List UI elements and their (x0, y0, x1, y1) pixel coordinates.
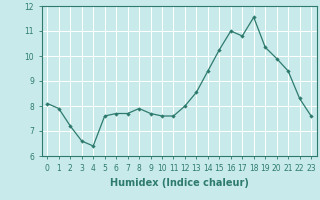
X-axis label: Humidex (Indice chaleur): Humidex (Indice chaleur) (110, 178, 249, 188)
